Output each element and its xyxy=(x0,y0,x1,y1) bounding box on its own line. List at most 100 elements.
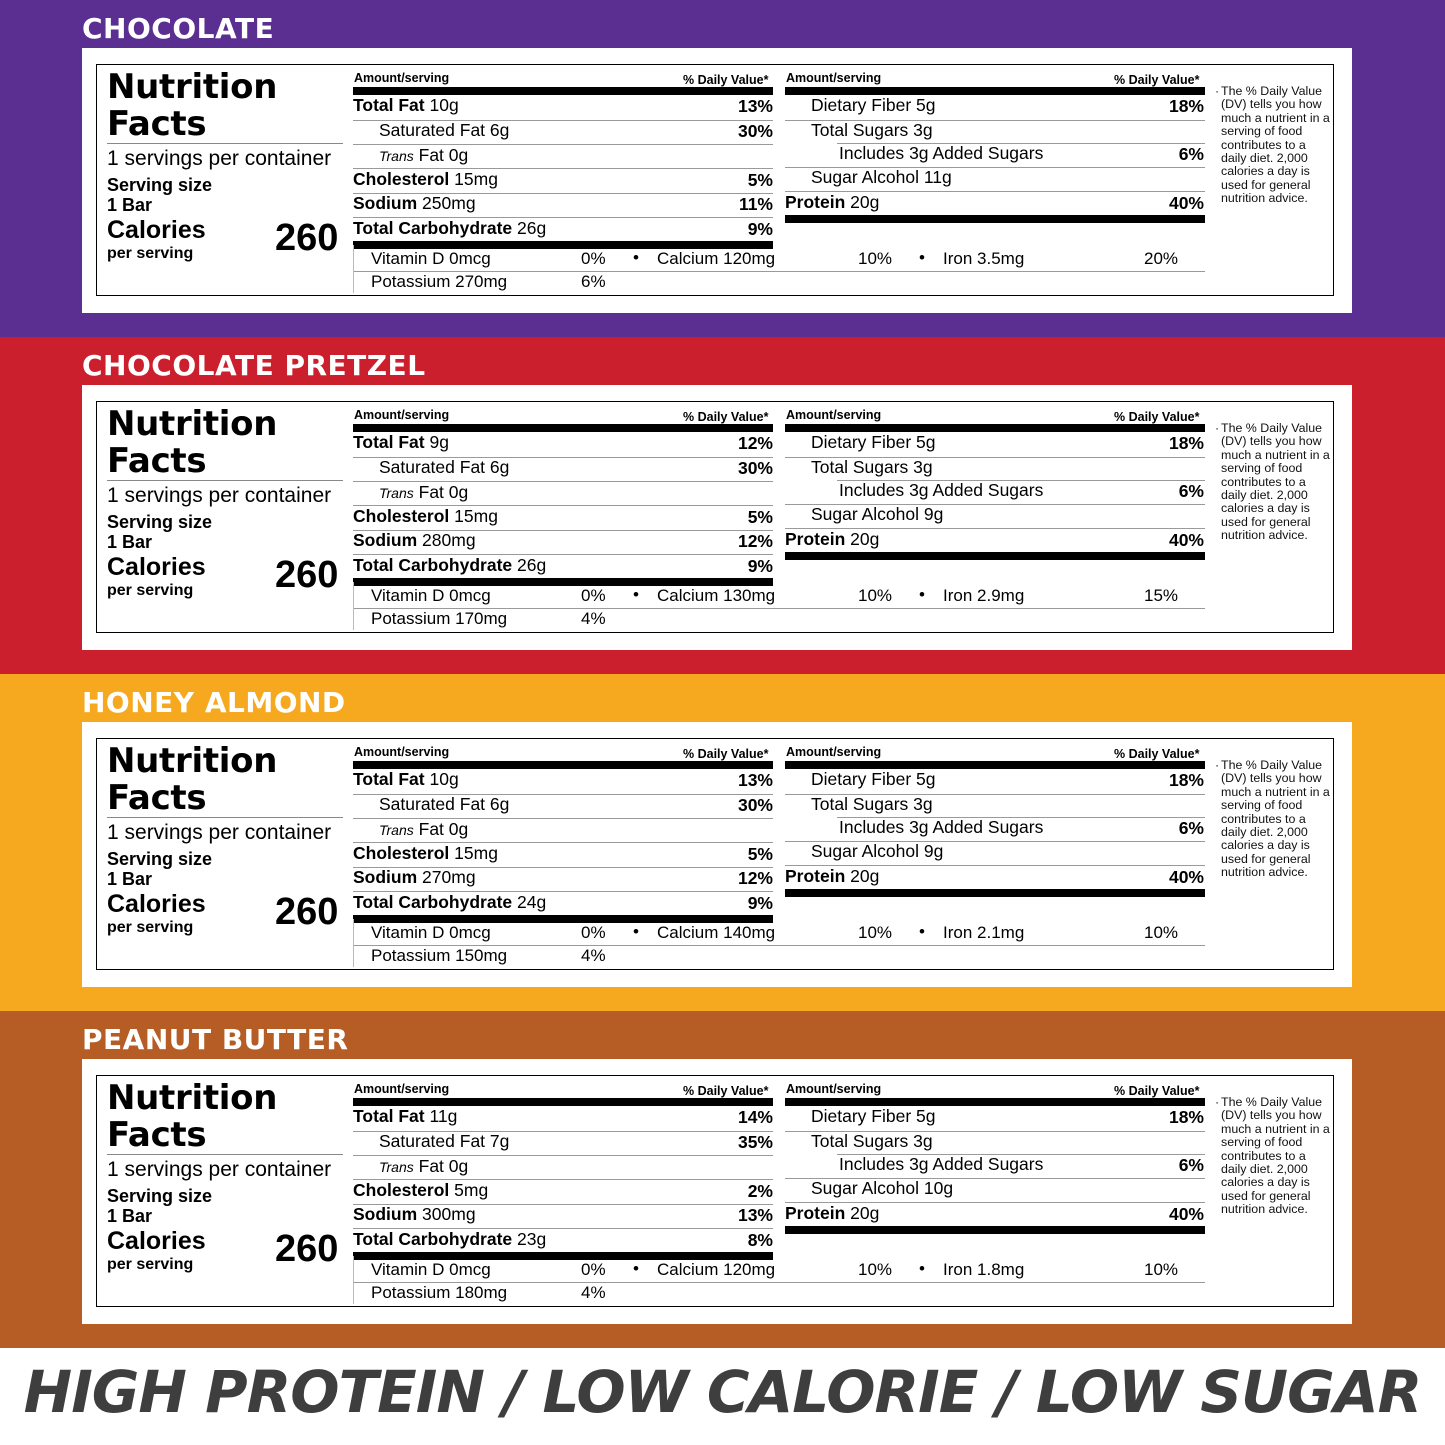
dietary-fiber-row: Dietary Fiber 5g xyxy=(811,769,936,789)
trans-fat-row: Trans Fat 0g xyxy=(379,482,469,502)
protein-dv: 40% xyxy=(1168,193,1204,213)
calcium-dv: 10% xyxy=(858,249,893,268)
cholesterol-dv: 2% xyxy=(747,1181,773,1201)
vitamin-d-row: Vitamin D 0mcg xyxy=(371,1260,491,1279)
dv-header: % Daily Value* xyxy=(683,73,769,87)
flavor-band: HONEY ALMOND Nutrition Facts 1 servings p… xyxy=(0,674,1445,1011)
bullet-1: • xyxy=(633,1259,639,1278)
bullet-1: • xyxy=(633,248,639,267)
added-sugars-row: Includes 3g Added Sugars xyxy=(839,817,1044,837)
dietary-fiber-row: Dietary Fiber 5g xyxy=(811,432,936,452)
potassium-row: Potassium 270mg xyxy=(371,272,508,291)
sodium-dv: 12% xyxy=(737,868,773,888)
flavor-band: CHOCOLATE PRETZEL Nutrition Facts 1 servi… xyxy=(0,337,1445,674)
potassium-row: Potassium 150mg xyxy=(371,946,508,965)
serving-size-label: Serving size xyxy=(107,1186,213,1206)
trans-fat-row: Trans Fat 0g xyxy=(379,145,469,165)
vitamin-d-row: Vitamin D 0mcg xyxy=(371,923,491,942)
total-fat-dv: 13% xyxy=(737,96,773,116)
daily-value-note: · The % Daily Value (DV) tells you how mu… xyxy=(1215,84,1330,206)
added-sugars-row: Includes 3g Added Sugars xyxy=(839,143,1044,163)
sodium-dv: 12% xyxy=(737,531,773,551)
serving-size-label: Serving size xyxy=(107,175,213,195)
cholesterol-dv: 5% xyxy=(747,844,773,864)
bullet-2: • xyxy=(919,922,925,941)
cholesterol-dv: 5% xyxy=(747,170,773,190)
calories-label: Calories xyxy=(107,553,206,581)
total-sugars-row: Total Sugars 3g xyxy=(811,1131,933,1151)
calories-label: Calories xyxy=(107,216,206,244)
iron-dv: 10% xyxy=(1144,1260,1179,1279)
potassium-dv: 4% xyxy=(581,1283,606,1302)
protein-dv: 40% xyxy=(1168,867,1204,887)
sodium-row: Sodium 300mg xyxy=(353,1204,476,1224)
dv-header: % Daily Value* xyxy=(683,1084,769,1098)
total-carb-row: Total Carbohydrate 24g xyxy=(353,892,547,912)
total-fat-dv: 12% xyxy=(737,433,773,453)
total-sugars-row: Total Sugars 3g xyxy=(811,120,933,140)
cholesterol-row: Cholesterol 15mg xyxy=(353,506,498,526)
calories-label: Calories xyxy=(107,890,206,918)
sodium-row: Sodium 270mg xyxy=(353,867,476,887)
iron-row: Iron 2.1mg xyxy=(943,923,1025,942)
calcium-row: Calcium 120mg xyxy=(657,1260,776,1279)
total-carb-dv: 9% xyxy=(747,556,773,576)
total-carb-dv: 8% xyxy=(747,1230,773,1250)
sugar-alcohol-row: Sugar Alcohol 10g xyxy=(811,1178,954,1198)
dietary-fiber-row: Dietary Fiber 5g xyxy=(811,95,936,115)
sugar-alcohol-row: Sugar Alcohol 9g xyxy=(811,841,944,861)
nutrition-panel: Nutrition Facts 1 servings per container … xyxy=(82,1059,1352,1324)
cholesterol-row: Cholesterol 15mg xyxy=(353,169,498,189)
trans-fat-row: Trans Fat 0g xyxy=(379,819,469,839)
serving-size-label: Serving size xyxy=(107,512,213,532)
vitamin-d-dv: 0% xyxy=(581,923,606,942)
cholesterol-row: Cholesterol 15mg xyxy=(353,843,498,863)
potassium-dv: 4% xyxy=(581,609,606,628)
sodium-row: Sodium 280mg xyxy=(353,530,476,550)
total-fat-row: Total Fat 9g xyxy=(353,432,449,452)
nutrition-facts-title: Nutrition Facts xyxy=(107,404,278,481)
saturated-fat-dv: 30% xyxy=(737,458,773,478)
calories-value: 260 xyxy=(275,217,339,259)
total-sugars-row: Total Sugars 3g xyxy=(811,794,933,814)
total-carb-row: Total Carbohydrate 23g xyxy=(353,1229,547,1249)
bullet-1: • xyxy=(633,922,639,941)
bullet-2: • xyxy=(919,248,925,267)
flavor-name: CHOCOLATE xyxy=(82,12,275,45)
flavor-band: CHOCOLATE Nutrition Facts 1 servings per … xyxy=(0,0,1445,337)
tagline: HIGH PROTEIN / LOW CALORIE / LOW SUGAR xyxy=(23,1358,1423,1426)
nutrition-panel: Nutrition Facts 1 servings per container … xyxy=(82,48,1352,313)
potassium-row: Potassium 180mg xyxy=(371,1283,508,1302)
cholesterol-dv: 5% xyxy=(747,507,773,527)
protein-dv: 40% xyxy=(1168,530,1204,550)
dietary-fiber-dv: 18% xyxy=(1168,433,1204,453)
flavor-name: CHOCOLATE PRETZEL xyxy=(82,349,426,382)
dv-header: % Daily Value* xyxy=(683,747,769,761)
dv-header-2: % Daily Value* xyxy=(1114,73,1200,87)
amount-header: Amount/serving xyxy=(354,408,450,422)
added-sugars-dv: 6% xyxy=(1178,481,1204,501)
total-fat-row: Total Fat 10g xyxy=(353,769,459,789)
calcium-row: Calcium 140mg xyxy=(657,923,776,942)
dv-header-2: % Daily Value* xyxy=(1114,747,1200,761)
added-sugars-dv: 6% xyxy=(1178,144,1204,164)
calcium-dv: 10% xyxy=(858,923,893,942)
nutrition-facts-label: Nutrition Facts 1 servings per container … xyxy=(96,738,1334,970)
protein-row: Protein 20g xyxy=(785,529,880,549)
calories-value: 260 xyxy=(275,554,339,596)
nutrition-panel: Nutrition Facts 1 servings per container … xyxy=(82,385,1352,650)
calcium-dv: 10% xyxy=(858,1260,893,1279)
iron-row: Iron 2.9mg xyxy=(943,586,1025,605)
total-carb-row: Total Carbohydrate 26g xyxy=(353,218,547,238)
total-carb-dv: 9% xyxy=(747,219,773,239)
nutrition-facts-label: Nutrition Facts 1 servings per container … xyxy=(96,64,1334,296)
cholesterol-row: Cholesterol 5mg xyxy=(353,1180,489,1200)
calories-sub: per serving xyxy=(107,919,194,936)
sugar-alcohol-row: Sugar Alcohol 9g xyxy=(811,504,944,524)
calories-sub: per serving xyxy=(107,1256,194,1273)
dietary-fiber-dv: 18% xyxy=(1168,1107,1204,1127)
servings-per-container: 1 servings per container xyxy=(107,1158,332,1181)
nutrition-panel: Nutrition Facts 1 servings per container … xyxy=(82,722,1352,987)
calories-label: Calories xyxy=(107,1227,206,1255)
amount-header: Amount/serving xyxy=(354,1082,450,1096)
